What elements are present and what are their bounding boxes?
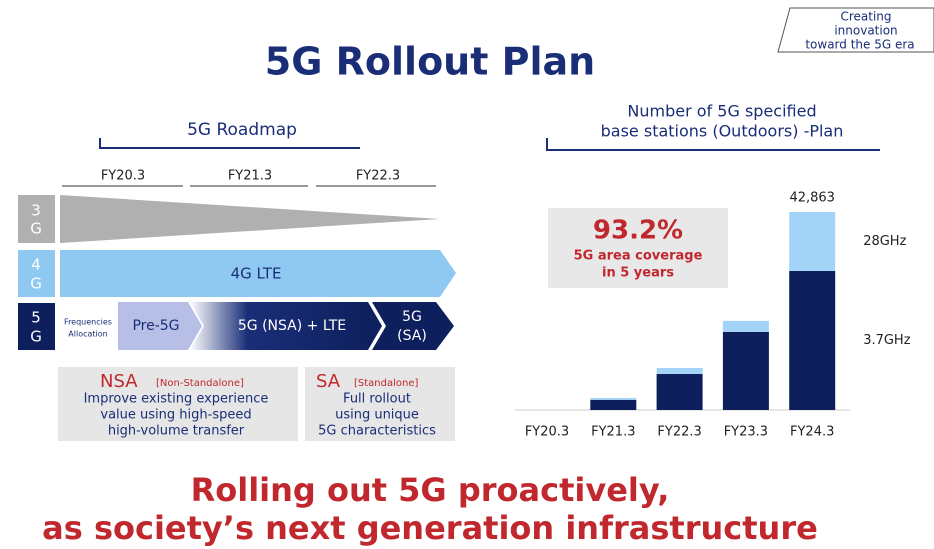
period: FY20.3 <box>101 169 145 184</box>
4g-bar <box>60 250 456 297</box>
bracket <box>99 138 360 149</box>
bar-segment <box>789 270 836 410</box>
row-label: 3 <box>31 202 41 220</box>
box-tag: [Non-Standalone] <box>156 378 244 389</box>
footer: Rolling out 5G proactively, <box>191 471 670 509</box>
x-tick-label: FY24.3 <box>790 425 834 440</box>
corner-note: Creating <box>840 10 891 24</box>
info-box <box>305 367 455 441</box>
note: Allocation <box>68 330 107 339</box>
row-label-box <box>18 303 55 350</box>
row-label: G <box>30 220 42 238</box>
x-tick-label: FY22.3 <box>657 425 701 440</box>
stage-label: 5G (NSA) + LTE <box>238 318 346 334</box>
bar-segment <box>722 320 769 332</box>
chart-title: base stations (Outdoors) -Plan <box>601 122 844 141</box>
box-line: Full rollout <box>343 392 411 407</box>
series-label: 3.7GHz <box>863 333 911 348</box>
roadmap-title: 5G Roadmap <box>187 120 297 140</box>
row-label-box <box>18 250 55 297</box>
x-tick-label: FY20.3 <box>525 425 569 440</box>
row-label: G <box>30 328 42 346</box>
bar-segment <box>789 212 836 271</box>
bar-segment <box>656 367 703 374</box>
corner-note: innovation <box>834 24 897 38</box>
corner-note: toward the 5G era <box>805 38 914 52</box>
bar-label: 4G LTE <box>231 265 282 283</box>
row-label-box <box>18 195 55 243</box>
corner-frame <box>777 7 934 53</box>
chart: FY20.3 FY21.3 FY22.3 FY23.3 FY24.3 3.7GHz 28GH… <box>525 191 911 440</box>
box-line: Improve existing experience <box>84 392 269 407</box>
x-tick-label: FY23.3 <box>724 425 768 440</box>
3g-wedge <box>60 195 440 243</box>
box-name: SA <box>316 371 341 392</box>
chart-title: Number of 5G specified <box>627 102 816 121</box>
box-line: using unique <box>335 408 419 423</box>
note: Frequencies <box>64 318 112 327</box>
bar-segment <box>722 331 769 410</box>
x-tick-label: FY21.3 <box>591 425 635 440</box>
bar-segment <box>590 397 637 400</box>
title: 5G Rollout Plan <box>265 40 595 84</box>
period: FY21.3 <box>228 169 272 184</box>
series-label: 28GHz <box>863 234 906 249</box>
row-label: 5 <box>31 309 41 327</box>
box-tag: [Standalone] <box>354 378 418 389</box>
stage <box>118 302 202 350</box>
total-label: 42,863 <box>789 191 835 206</box>
stage-label: Pre-5G <box>132 318 179 334</box>
box-line: high-volume transfer <box>108 424 245 439</box>
stage-label: 5G <box>402 309 422 325</box>
callout-value: 93.2% <box>593 216 683 246</box>
callout-line: in 5 years <box>602 266 674 281</box>
box-line: value using high-speed <box>100 408 251 423</box>
bar-segment <box>590 399 637 410</box>
stage-label: (SA) <box>397 328 427 344</box>
box-name: NSA <box>100 371 138 392</box>
bracket <box>546 138 880 151</box>
footer: as society’s next generation infrastruct… <box>42 509 818 547</box>
period: FY22.3 <box>356 169 400 184</box>
row-label: 4 <box>31 256 41 274</box>
row-label: G <box>30 275 42 293</box>
bar-segment <box>656 373 703 410</box>
info-box <box>58 367 298 441</box>
stage <box>372 302 454 350</box>
stage <box>190 302 382 350</box>
box-line: 5G characteristics <box>318 424 436 439</box>
callout-line: 5G area coverage <box>574 249 703 264</box>
callout-box <box>548 208 728 288</box>
